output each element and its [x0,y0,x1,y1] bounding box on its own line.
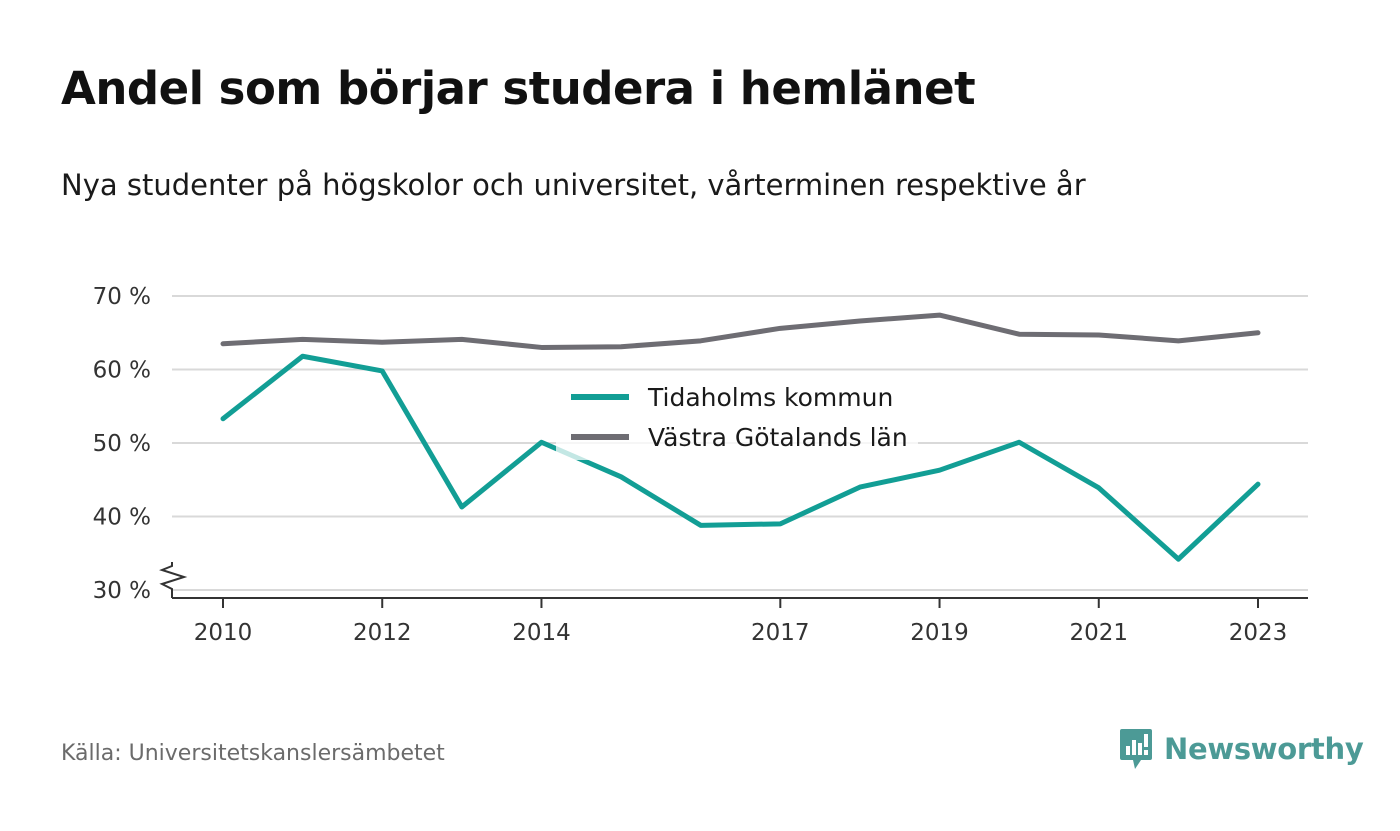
x-tick-label: 2017 [751,620,810,646]
x-tick-label: 2019 [910,620,969,646]
x-tick-label: 2010 [194,620,253,646]
legend-label-1: Tidaholms kommun [647,383,893,412]
y-tick-label: 40 % [93,505,151,531]
y-tick-label: 60 % [93,358,151,384]
series-line-2 [220,312,1261,350]
x-tick-label: 2021 [1069,620,1128,646]
source-note: Källa: Universitetskanslersämbetet [61,741,445,766]
y-axis-break [159,562,188,598]
series-line-1 [220,353,1261,562]
brand-name: Newsworthy [1164,732,1364,766]
chart-title: Andel som börjar studera i hemlänet [61,62,976,115]
legend-background [556,374,918,460]
y-tick-label: 70 % [93,284,151,310]
x-tick-label: 2014 [512,620,571,646]
legend: Tidaholms kommun Västra Götalands län [556,374,918,460]
brand-logo[interactable]: Newsworthy [1118,726,1364,772]
y-tick-label: 50 % [93,431,151,457]
x-tick-label: 2023 [1229,620,1288,646]
chart-subtitle: Nya studenter på högskolor och universit… [61,168,1086,202]
legend-label-2: Västra Götalands län [648,423,908,452]
axes: 30 % 40 % 50 % 60 % 70 % 2010 2012 2014 2017 2019… [93,284,1308,646]
x-tick-label: 2012 [353,620,412,646]
series-lines [220,312,1261,562]
bar-chart-speech-bubble-icon [1120,729,1152,769]
y-tick-label: 30 % [93,578,151,604]
